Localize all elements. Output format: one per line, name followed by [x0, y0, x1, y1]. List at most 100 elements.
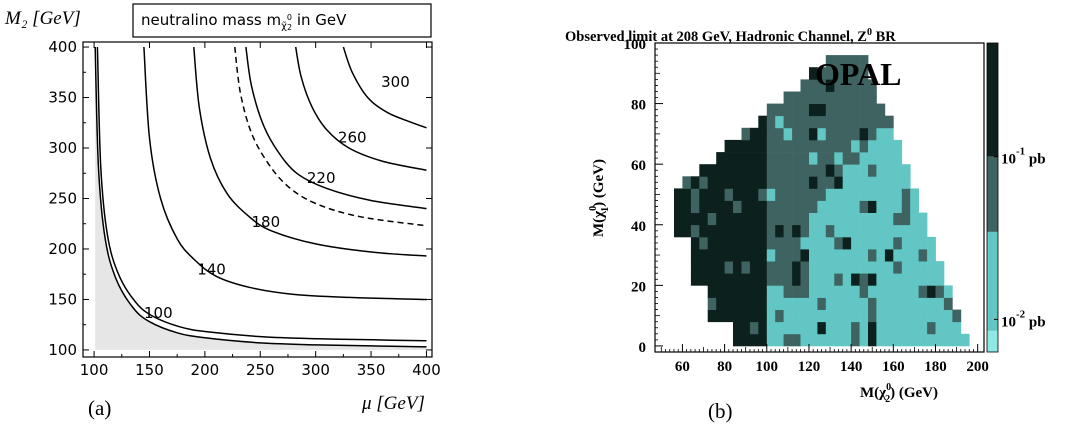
heatmap-cell — [817, 297, 827, 310]
heatmap-cell — [842, 297, 852, 310]
heatmap-cell — [952, 309, 962, 323]
heatmap-cell — [859, 321, 869, 335]
heatmap-cell — [884, 249, 894, 262]
heatmap-cell — [876, 212, 886, 226]
heatmap-cell — [893, 224, 903, 238]
contour-label-100: 100 — [144, 304, 173, 322]
heatmap-cell — [817, 67, 827, 80]
heatmap-cell — [927, 249, 936, 262]
heatmap-cell — [868, 261, 877, 274]
heatmap-cell — [724, 139, 734, 153]
heatmap-cell — [783, 152, 793, 165]
heatmap-cell — [893, 152, 903, 165]
heatmap-cell — [741, 188, 751, 201]
heatmap-cell — [868, 309, 877, 323]
heatmap-cell — [758, 152, 768, 165]
contour-line-300 — [342, 46, 427, 129]
heatmap-cell — [775, 188, 784, 201]
colorbar-label: 10-1 pb — [1001, 146, 1046, 168]
heatmap-cell — [733, 236, 742, 250]
heatmap-cell — [825, 261, 835, 274]
xlabel-a: μ [GeV] — [361, 393, 425, 414]
legend-box-a — [132, 3, 432, 38]
heatmap-cell — [927, 333, 936, 347]
heatmap-cell — [724, 249, 734, 262]
heatmap-cell — [825, 55, 835, 68]
heatmap-cell — [792, 297, 801, 310]
heatmap-cell — [901, 321, 911, 335]
panel-label-a: (a) — [88, 396, 111, 420]
heatmap-cell — [749, 236, 759, 250]
heatmap-cell — [859, 297, 869, 310]
heatmap-cell — [851, 55, 860, 68]
heatmap-cell — [741, 249, 751, 262]
heatmap-cell — [927, 261, 936, 274]
heatmap-cell — [834, 152, 844, 165]
heatmap-cell — [859, 309, 869, 323]
heatmap-cell — [674, 188, 683, 201]
heatmap-cell — [809, 200, 818, 213]
heatmap-cell — [825, 200, 835, 213]
heatmap-cell — [775, 297, 784, 310]
heatmap-cell — [868, 139, 877, 153]
heatmap-cell — [910, 200, 919, 213]
heatmap-cell — [800, 91, 810, 104]
ytick-label: 0 — [639, 340, 647, 356]
heatmap-cell — [834, 297, 844, 310]
heatmap-cell — [859, 224, 869, 238]
heatmap-cell — [842, 152, 852, 165]
heatmap-cell — [817, 164, 827, 177]
heatmap-cell — [800, 273, 810, 286]
heatmap-cell — [876, 176, 886, 189]
heatmap-cell — [809, 333, 818, 347]
heatmap-cell — [817, 309, 827, 323]
xtick-label: 160 — [882, 359, 905, 375]
heatmap-cell — [884, 309, 894, 323]
ytick-label: 100 — [48, 341, 77, 359]
heatmap-cell — [825, 333, 835, 347]
heatmap-cell — [893, 188, 903, 201]
heatmap-cell — [716, 309, 725, 323]
heatmap-cell — [792, 212, 801, 226]
heatmap-cell — [749, 273, 759, 286]
heatmap-cell — [842, 127, 852, 141]
heatmap-cell — [960, 333, 970, 347]
heatmap-cell — [943, 309, 953, 323]
heatmap-cell — [868, 188, 877, 201]
heatmap-cell — [817, 176, 827, 189]
xtick-label: 200 — [191, 361, 220, 379]
heatmap-cell — [707, 224, 717, 238]
heatmap-cell — [724, 309, 734, 323]
heatmap-cell — [868, 127, 877, 141]
heatmap-cell — [775, 261, 784, 274]
heatmap-cell — [876, 273, 886, 286]
heatmap-cell — [690, 176, 700, 189]
heatmap-cell — [809, 309, 818, 323]
heatmap-cell — [893, 333, 903, 347]
heatmap-cell — [817, 224, 827, 238]
heatmap-cell — [901, 200, 911, 213]
xtick-label: 400 — [412, 361, 441, 379]
heatmap-cell — [893, 212, 903, 226]
heatmap-cell — [766, 261, 776, 274]
heatmap-cell — [733, 152, 742, 165]
heatmap-cell — [842, 188, 852, 201]
heatmap-cell — [935, 321, 945, 335]
heatmap-cell — [859, 152, 869, 165]
heatmap-cell — [901, 273, 911, 286]
heatmap-cell — [775, 333, 784, 347]
heatmap-cell — [868, 176, 877, 189]
heatmap-cell — [733, 200, 742, 213]
heatmap-cell — [800, 249, 810, 262]
heatmap-cell — [952, 321, 962, 335]
heatmap-cell — [901, 236, 911, 250]
panel-label-b: (b) — [708, 399, 733, 423]
heatmap-cell — [851, 321, 860, 335]
ylabel-b: M(χ01) (GeV) — [588, 159, 611, 237]
heatmap-cell — [792, 200, 801, 213]
heatmap-cell — [766, 224, 776, 238]
heatmap-cell — [749, 152, 759, 165]
heatmap-cell — [783, 212, 793, 226]
heatmap-cell — [935, 333, 945, 347]
heatmap-cell — [868, 333, 877, 347]
